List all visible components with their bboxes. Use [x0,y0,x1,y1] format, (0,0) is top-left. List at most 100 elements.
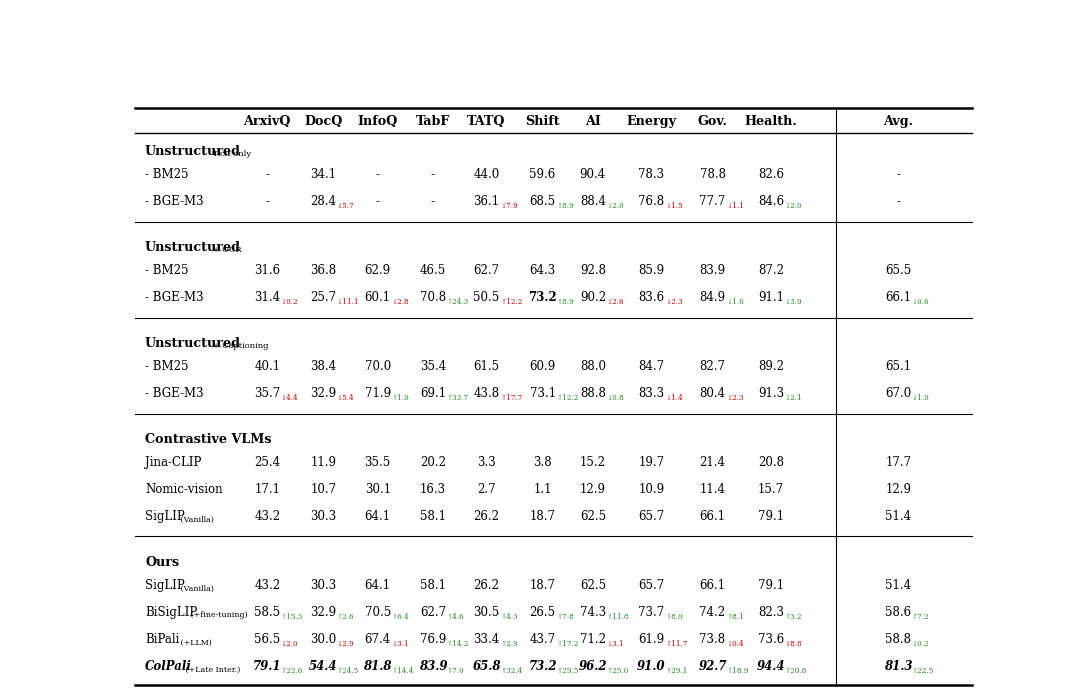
Text: ↑29.1: ↑29.1 [665,667,687,675]
Text: 25.7: 25.7 [310,291,336,304]
Text: - BM25: - BM25 [145,168,189,181]
Text: Unstructured: Unstructured [145,337,241,350]
Text: TabF: TabF [416,116,450,128]
Text: 33.4: 33.4 [473,633,500,645]
Text: Ours: Ours [145,556,179,569]
Text: ↑33.7: ↑33.7 [446,394,469,402]
Text: ↓1.9: ↓1.9 [912,394,930,402]
Text: 62.7: 62.7 [473,264,500,277]
Text: ↑18.9: ↑18.9 [726,667,748,675]
Text: 54.4: 54.4 [309,659,338,673]
Text: ↑4.3: ↑4.3 [500,613,517,621]
Text: Text only: Text only [210,150,252,158]
Text: 18.7: 18.7 [529,579,555,592]
Text: 88.4: 88.4 [580,195,606,208]
Text: 73.6: 73.6 [758,633,784,645]
Text: 67.0: 67.0 [886,387,912,400]
Text: 71.9: 71.9 [365,387,391,400]
Text: 2.7: 2.7 [477,483,496,496]
Text: 80.4: 80.4 [700,387,726,400]
Text: 60.9: 60.9 [529,360,556,373]
Text: 35.7: 35.7 [254,387,281,400]
Text: ↑3.2: ↑3.2 [785,613,802,621]
Text: ↑7.0: ↑7.0 [446,667,464,675]
Text: 30.3: 30.3 [310,579,337,592]
Text: ↑8.0: ↑8.0 [665,613,683,621]
Text: ↑22.6: ↑22.6 [281,667,303,675]
Text: TATQ: TATQ [468,116,505,128]
Text: Unstructured: Unstructured [145,145,241,158]
Text: 73.1: 73.1 [529,387,556,400]
Text: 61.5: 61.5 [473,360,500,373]
Text: 18.7: 18.7 [529,510,555,523]
Text: 84.6: 84.6 [758,195,784,208]
Text: 82.6: 82.6 [758,168,784,181]
Text: BiPali: BiPali [145,633,179,645]
Text: Jina-CLIP: Jina-CLIP [145,456,201,469]
Text: Energy: Energy [626,116,676,128]
Text: ↑17.2: ↑17.2 [556,640,579,648]
Text: 10.9: 10.9 [638,483,664,496]
Text: BiSigLIP: BiSigLIP [145,606,198,619]
Text: 12.9: 12.9 [886,483,912,496]
Text: 36.1: 36.1 [473,195,500,208]
Text: ↓1.5: ↓1.5 [665,202,683,211]
Text: 11.9: 11.9 [310,456,336,469]
Text: 20.8: 20.8 [758,456,784,469]
Text: ↑1.9: ↑1.9 [391,394,409,402]
Text: ↓3.1: ↓3.1 [606,640,624,648]
Text: 62.7: 62.7 [420,606,446,619]
Text: ↓2.3: ↓2.3 [726,394,744,402]
Text: 3.8: 3.8 [534,456,552,469]
Text: 21.4: 21.4 [700,456,726,469]
Text: Contrastive VLMs: Contrastive VLMs [145,433,271,446]
Text: ↓3.1: ↓3.1 [391,640,409,648]
Text: 62.5: 62.5 [580,510,606,523]
Text: AI: AI [585,116,600,128]
Text: 84.9: 84.9 [700,291,726,304]
Text: 92.7: 92.7 [699,659,727,673]
Text: ↓8.8: ↓8.8 [785,640,802,648]
Text: 83.3: 83.3 [638,387,664,400]
Text: 1.1: 1.1 [534,483,552,496]
Text: 64.1: 64.1 [365,510,391,523]
Text: 10.7: 10.7 [310,483,336,496]
Text: 64.3: 64.3 [529,264,556,277]
Text: InfoQ: InfoQ [357,116,397,128]
Text: 34.1: 34.1 [310,168,336,181]
Text: 70.8: 70.8 [420,291,446,304]
Text: 16.3: 16.3 [420,483,446,496]
Text: 91.1: 91.1 [758,291,784,304]
Text: 74.3: 74.3 [580,606,606,619]
Text: 83.9: 83.9 [700,264,726,277]
Text: 91.3: 91.3 [758,387,784,400]
Text: ↓3.9: ↓3.9 [785,298,802,307]
Text: (+LLM): (+LLM) [178,638,212,646]
Text: ↑2.6: ↑2.6 [337,613,354,621]
Text: 81.8: 81.8 [364,659,392,673]
Text: -: - [266,168,269,181]
Text: 36.8: 36.8 [310,264,336,277]
Text: ↑22.5: ↑22.5 [912,667,934,675]
Text: ↓4.4: ↓4.4 [281,394,298,402]
Text: Avg.: Avg. [883,116,914,128]
Text: 35.5: 35.5 [365,456,391,469]
Text: 84.7: 84.7 [638,360,664,373]
Text: ↓5.7: ↓5.7 [337,202,354,211]
Text: 25.4: 25.4 [254,456,281,469]
Text: 40.1: 40.1 [254,360,281,373]
Text: 64.1: 64.1 [365,579,391,592]
Text: ↓5.4: ↓5.4 [337,394,354,402]
Text: 62.9: 62.9 [365,264,391,277]
Text: 65.5: 65.5 [886,264,912,277]
Text: ↑11.7: ↑11.7 [665,640,688,648]
Text: 32.9: 32.9 [310,606,336,619]
Text: ↓11.1: ↓11.1 [337,298,360,307]
Text: - BGE-M3: - BGE-M3 [145,387,204,400]
Text: ↓1.1: ↓1.1 [726,202,744,211]
Text: ↑7.8: ↑7.8 [556,613,573,621]
Text: 73.8: 73.8 [700,633,726,645]
Text: 89.2: 89.2 [758,360,784,373]
Text: 76.9: 76.9 [420,633,446,645]
Text: ↑14.4: ↑14.4 [391,667,414,675]
